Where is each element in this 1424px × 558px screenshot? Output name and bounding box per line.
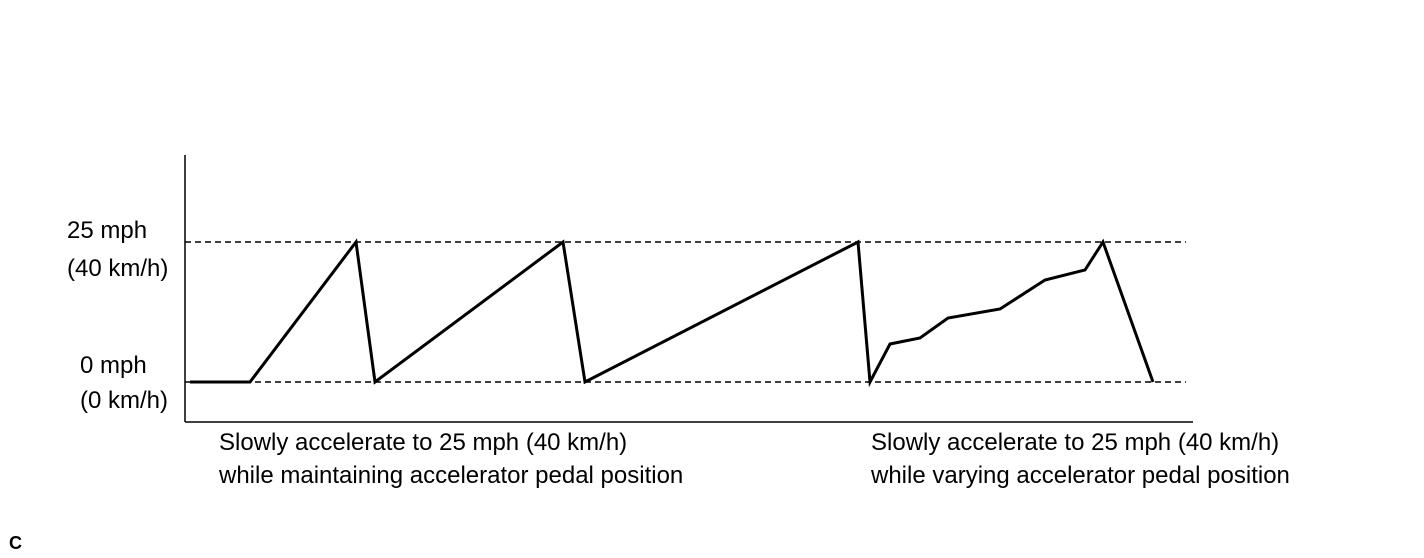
caption: Slowly accelerate to 25 mph (40 km/h) bbox=[871, 429, 1279, 456]
y-label: (0 km/h) bbox=[80, 387, 168, 414]
figure-code: C bbox=[9, 533, 22, 553]
caption: Slowly accelerate to 25 mph (40 km/h) bbox=[219, 429, 627, 456]
y-label: (40 km/h) bbox=[67, 255, 168, 282]
speed-profile bbox=[190, 238, 1155, 388]
caption: while maintaining accelerator pedal posi… bbox=[218, 462, 683, 489]
y-label: 25 mph bbox=[67, 217, 147, 244]
caption: while varying accelerator pedal position bbox=[870, 462, 1290, 489]
y-label: 0 mph bbox=[80, 352, 147, 379]
